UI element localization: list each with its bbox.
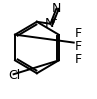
Text: F: F [75, 40, 82, 53]
Text: Cl: Cl [8, 69, 20, 82]
Text: N: N [44, 17, 54, 30]
Text: +: + [49, 15, 57, 25]
Text: F: F [75, 53, 82, 66]
Text: F: F [75, 27, 82, 40]
Text: N: N [52, 2, 61, 15]
